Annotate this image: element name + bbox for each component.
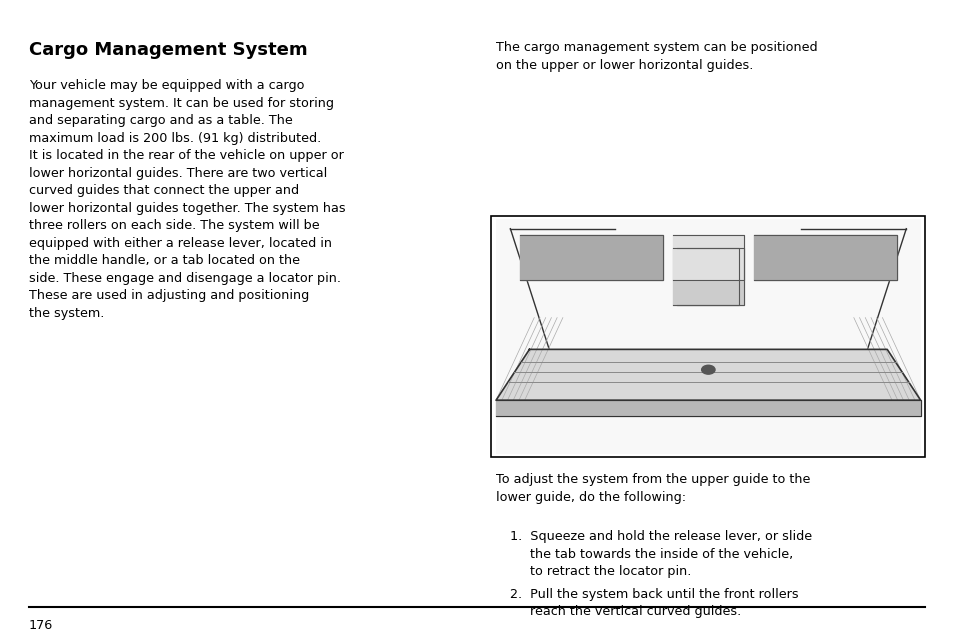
Text: 1.  Squeeze and hold the release lever, or slide
     the tab towards the inside: 1. Squeeze and hold the release lever, o… <box>510 530 812 578</box>
Text: Your vehicle may be equipped with a cargo
management system. It can be used for : Your vehicle may be equipped with a carg… <box>29 80 345 320</box>
FancyBboxPatch shape <box>491 216 924 457</box>
Polygon shape <box>677 248 743 305</box>
Bar <box>496 219 920 454</box>
Text: 2.  Pull the system back until the front rollers
     reach the vertical curved : 2. Pull the system back until the front … <box>510 588 799 618</box>
Polygon shape <box>496 400 920 416</box>
Polygon shape <box>519 235 662 279</box>
Text: 176: 176 <box>29 619 52 632</box>
Polygon shape <box>672 235 743 279</box>
Text: The cargo management system can be positioned
on the upper or lower horizontal g: The cargo management system can be posit… <box>496 41 817 72</box>
Circle shape <box>700 365 715 374</box>
Polygon shape <box>753 235 896 279</box>
Polygon shape <box>496 349 920 400</box>
Polygon shape <box>672 248 739 305</box>
Text: Cargo Management System: Cargo Management System <box>29 41 307 59</box>
Text: To adjust the system from the upper guide to the
lower guide, do the following:: To adjust the system from the upper guid… <box>496 473 810 504</box>
